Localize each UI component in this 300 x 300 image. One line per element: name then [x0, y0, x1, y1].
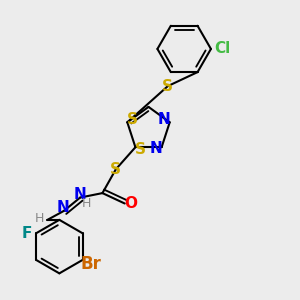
- Text: N: N: [149, 141, 162, 156]
- Text: S: S: [135, 142, 146, 157]
- Text: O: O: [124, 196, 137, 211]
- Text: F: F: [22, 226, 32, 241]
- Text: H: H: [34, 212, 44, 225]
- Text: S: S: [162, 79, 173, 94]
- Text: N: N: [56, 200, 69, 215]
- Text: N: N: [74, 187, 86, 202]
- Text: N: N: [158, 112, 170, 127]
- Text: Cl: Cl: [214, 41, 230, 56]
- Text: S: S: [110, 162, 121, 177]
- Text: H: H: [81, 197, 91, 210]
- Text: Br: Br: [80, 255, 101, 273]
- Text: S: S: [127, 112, 138, 128]
